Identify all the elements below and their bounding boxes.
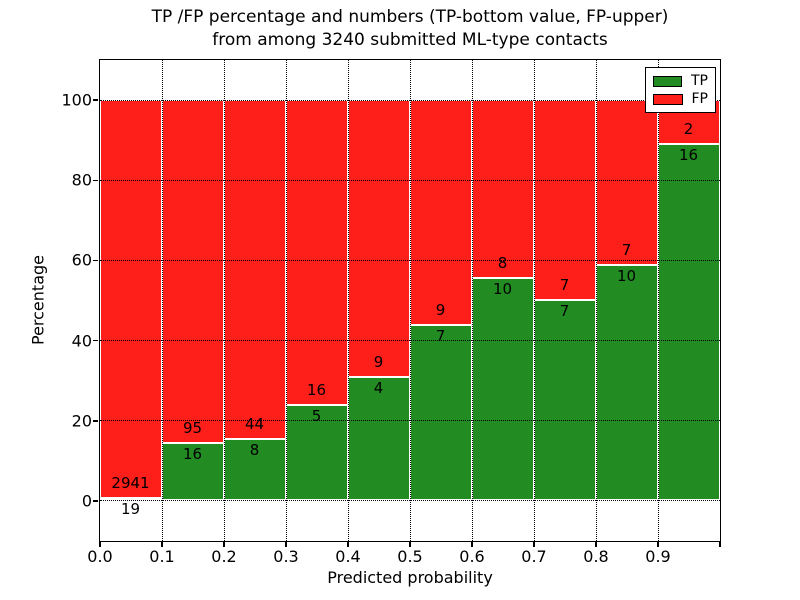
bar-label-fp-0.1-0.2: 95	[182, 418, 203, 437]
bar-fp-0.6-0.7	[471, 99, 534, 278]
bar-fp-0.0-0.1	[99, 99, 162, 498]
y-tick-label-100: 100	[61, 90, 92, 110]
x-tick-0.3	[285, 542, 287, 547]
bar-label-fp-0.3-0.4: 16	[306, 380, 327, 399]
bar-fp-0.5-0.6	[409, 99, 472, 326]
gridline-x-0.8	[595, 59, 597, 541]
legend: TP FP	[645, 67, 716, 113]
fp-swatch-icon	[653, 93, 683, 105]
bar-fp-0.7-0.8	[533, 99, 596, 300]
x-tick-0.9	[657, 542, 659, 547]
legend-item-tp: TP	[653, 74, 708, 88]
x-tick-0.8	[595, 542, 597, 547]
x-tick-label-0.0: 0.0	[87, 547, 113, 566]
gridline-x-0.2	[223, 59, 225, 541]
x-tick-label-0.3: 0.3	[273, 547, 299, 566]
y-tick-label-80: 80	[71, 170, 92, 190]
bar-tp-0.5-0.6	[409, 325, 472, 501]
bar-label-fp-0.9-1.0: 2	[683, 120, 694, 139]
y-tick-label-60: 60	[71, 250, 92, 270]
bar-label-fp-0.4-0.5: 9	[373, 353, 384, 372]
gridline-x-0.7	[533, 59, 535, 541]
bar-tp-0.8-0.9	[595, 264, 658, 501]
bar-tp-0.9-1.0	[657, 144, 720, 501]
y-tick-label-40: 40	[71, 331, 92, 351]
x-tick-0.6	[471, 542, 473, 547]
y-tick-100	[93, 99, 98, 101]
x-tick-0.4	[347, 542, 349, 547]
gridline-x-0.1	[161, 59, 163, 541]
x-axis-label: Predicted probability	[327, 568, 493, 587]
x-tick-label-0.9: 0.9	[645, 547, 671, 566]
x-tick-0.1	[161, 542, 163, 547]
x-tick-0.0	[99, 542, 101, 547]
bar-label-fp-0.8-0.9: 7	[621, 240, 632, 259]
tp-swatch-icon	[653, 75, 682, 87]
bar-label-tp-0.7-0.8: 7	[559, 302, 570, 320]
legend-label-fp: FP	[691, 91, 709, 107]
gridline-x-0.5	[409, 59, 411, 541]
legend-item-fp: FP	[653, 92, 708, 106]
plot-area: 2941 19 95 16 44 8 16 5 9 4 9 7 8 10 7 7 7 10 2 16	[98, 58, 721, 542]
gridline-x-0.9	[657, 59, 659, 541]
x-tick-label-0.1: 0.1	[149, 547, 175, 566]
gridline-x-0.6	[471, 59, 473, 541]
y-tick-80	[93, 179, 98, 181]
bar-tp-0.6-0.7	[471, 277, 534, 501]
y-tick-label-0: 0	[81, 491, 92, 511]
y-axis-label: Percentage	[28, 254, 48, 346]
bar-label-tp-0.0-0.1: 19	[120, 499, 141, 518]
bar-label-fp-0.6-0.7: 8	[497, 253, 508, 272]
bar-fp-0.4-0.5	[347, 99, 410, 378]
bar-label-tp-0.2-0.3: 8	[249, 440, 260, 459]
x-tick-label-0.2: 0.2	[211, 547, 237, 566]
x-tick-label-0.4: 0.4	[335, 547, 361, 566]
legend-label-tp: TP	[691, 73, 708, 89]
bar-fp-0.3-0.4	[285, 99, 348, 405]
y-tick-label-20: 20	[71, 411, 92, 431]
bar-fp-0.1-0.2	[161, 99, 224, 443]
y-tick-20	[93, 420, 98, 422]
x-tick-label-0.8: 0.8	[583, 547, 609, 566]
bar-label-fp-0.0-0.1: 2941	[111, 473, 150, 492]
bar-label-fp-0.5-0.6: 9	[435, 301, 446, 320]
y-tick-40	[93, 339, 98, 342]
bar-label-tp-0.3-0.4: 5	[311, 406, 322, 425]
bar-label-tp-0.1-0.2: 16	[182, 444, 203, 463]
bar-fp-0.2-0.3	[223, 99, 286, 439]
x-tick-0.2	[223, 542, 225, 547]
x-tick-label-0.7: 0.7	[521, 547, 547, 566]
gridline-x-0.4	[347, 59, 349, 541]
x-tick-label-0.6: 0.6	[459, 547, 485, 566]
bar-label-fp-0.2-0.3: 44	[244, 414, 265, 433]
bar-label-tp-0.8-0.9: 10	[616, 266, 637, 285]
bar-label-tp-0.9-1.0: 16	[678, 146, 699, 165]
bar-tp-0.1-0.2	[161, 442, 224, 501]
chart-title-line2: from among 3240 submitted ML-type contac…	[212, 30, 608, 50]
bar-label-tp-0.6-0.7: 10	[492, 279, 513, 298]
x-tick-label-0.5: 0.5	[397, 547, 423, 566]
y-tick-60	[93, 259, 98, 262]
x-tick-0.7	[533, 542, 535, 547]
y-tick-0	[93, 500, 98, 502]
x-tick-1.0	[719, 542, 721, 547]
x-tick-0.5	[409, 542, 411, 547]
bar-label-fp-0.7-0.8: 7	[559, 276, 570, 294]
gridline-x-0.3	[285, 59, 287, 541]
bar-label-tp-0.4-0.5: 4	[373, 379, 384, 398]
chart-title-line1: TP /FP percentage and numbers (TP-bottom…	[151, 7, 669, 27]
bar-tp-0.7-0.8	[533, 300, 596, 501]
bar-label-tp-0.5-0.6: 7	[435, 327, 446, 346]
bar-tp-0.0-0.1	[99, 497, 162, 501]
chart-title: TP /FP percentage and numbers (TP-bottom…	[100, 6, 720, 52]
bar-tp-0.4-0.5	[347, 377, 410, 501]
